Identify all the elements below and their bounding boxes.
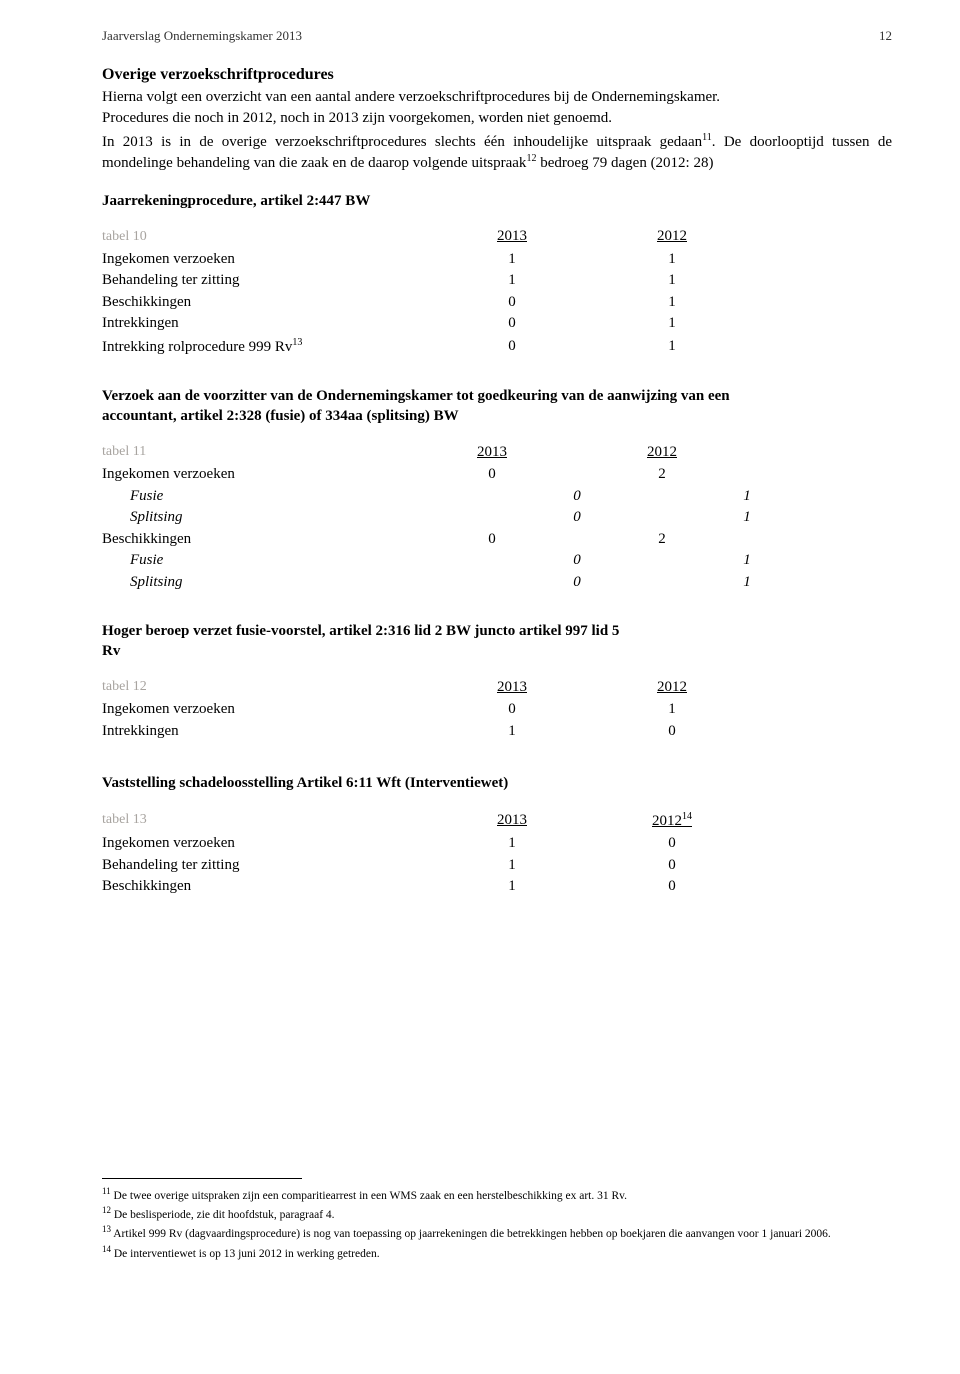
col-2012: 201214: [592, 808, 752, 834]
table-row: Ingekomen verzoeken 0 2: [102, 464, 772, 486]
para-1: Hierna volgt een overzicht van een aanta…: [102, 88, 892, 108]
table-row: Splitsing 0 1: [102, 572, 772, 594]
table-caption: tabel 11: [102, 441, 432, 465]
table-caption: tabel 10: [102, 225, 432, 249]
table-row: Splitsing 0 1: [102, 507, 772, 529]
col-2013: 2013: [432, 441, 552, 465]
table-row: Fusie 0 1: [102, 486, 772, 508]
table-row: Ingekomen verzoeken 1 1: [102, 249, 752, 271]
heading-table13: Vaststelling schadeloosstelling Artikel …: [102, 774, 892, 794]
table-row: Ingekomen verzoeken 1 0: [102, 833, 752, 855]
section-heading-overige: Overige verzoekschriftprocedures: [102, 65, 892, 86]
footnote-13: 13 Artikel 999 Rv (dagvaardingsprocedure…: [102, 1223, 892, 1242]
page-header: Jaarverslag Ondernemingskamer 2013 12: [102, 28, 892, 45]
table-row: Behandeling ter zitting 1 0: [102, 855, 752, 877]
table-caption: tabel 13: [102, 808, 432, 834]
table-row: Intrekkingen 0 1: [102, 313, 752, 335]
para-3: In 2013 is in de overige verzoekschriftp…: [102, 131, 892, 174]
col-2013: 2013: [432, 676, 592, 700]
footnote-14: 14 De interventiewet is op 13 juni 2012 …: [102, 1243, 892, 1262]
footnote-12: 12 De beslisperiode, zie dit hoofdstuk, …: [102, 1204, 892, 1223]
table-row: Fusie 0 1: [102, 550, 772, 572]
heading-table12: Hoger beroep verzet fusie-voorstel, arti…: [102, 621, 622, 662]
doc-title: Jaarverslag Ondernemingskamer 2013: [102, 28, 302, 45]
table-row: Beschikkingen 0 2: [102, 529, 772, 551]
footnote-11: 11 De twee overige uitspraken zijn een c…: [102, 1185, 892, 1204]
table-header-row: tabel 13 2013 201214: [102, 808, 752, 834]
table-row: Ingekomen verzoeken 0 1: [102, 699, 752, 721]
heading-table11: Verzoek aan de voorzitter van de Onderne…: [102, 386, 782, 427]
heading-table10: Jaarrekeningprocedure, artikel 2:447 BW: [102, 192, 892, 212]
col-2012: 2012: [602, 441, 722, 465]
table-row: Beschikkingen 1 0: [102, 876, 752, 898]
table-row: Intrekkingen 1 0: [102, 721, 752, 743]
table-13: tabel 13 2013 201214 Ingekomen verzoeken…: [102, 808, 752, 898]
table-caption: tabel 12: [102, 676, 432, 700]
table-header-row: tabel 10 2013 2012: [102, 225, 752, 249]
table-row: Beschikkingen 0 1: [102, 292, 752, 314]
table-12: tabel 12 2013 2012 Ingekomen verzoeken 0…: [102, 676, 752, 743]
table-row: Behandeling ter zitting 1 1: [102, 270, 752, 292]
table-row: Intrekking rolprocedure 999 Rv13 0 1: [102, 335, 752, 359]
footnote-separator: [102, 1178, 302, 1179]
table-header-row: tabel 11 2013 2012: [102, 441, 772, 465]
page-number: 12: [879, 28, 892, 45]
col-2013: 2013: [432, 808, 592, 834]
para-2: Procedures die noch in 2012, noch in 201…: [102, 109, 892, 129]
col-2012: 2012: [592, 676, 752, 700]
col-2013: 2013: [432, 225, 592, 249]
table-header-row: tabel 12 2013 2012: [102, 676, 752, 700]
table-10: tabel 10 2013 2012 Ingekomen verzoeken 1…: [102, 225, 752, 358]
col-2012: 2012: [592, 225, 752, 249]
table-11: tabel 11 2013 2012 Ingekomen verzoeken 0…: [102, 441, 772, 594]
